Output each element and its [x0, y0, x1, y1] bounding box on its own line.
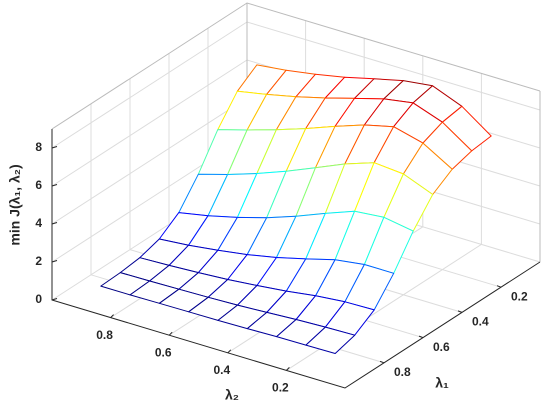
z-tick-label: 0: [35, 292, 42, 306]
z-tick: [51, 184, 58, 187]
z-tick-label: 8: [35, 140, 42, 154]
z-tick: [51, 298, 58, 301]
x-tick: [418, 335, 424, 339]
x-tick-label: 0.6: [433, 340, 450, 354]
y-tick: [227, 349, 232, 354]
y-tick: [168, 331, 173, 336]
z-tick: [51, 146, 58, 149]
y-tick: [286, 367, 290, 371]
y-tick-label: 0.6: [155, 345, 172, 359]
z-tick: [51, 260, 58, 263]
y-tick-label: 0.8: [96, 328, 113, 342]
z-tick-label: 6: [35, 178, 42, 192]
axis-line: [51, 129, 541, 389]
x-axis-label: λ₁: [435, 375, 449, 391]
x-tick: [496, 285, 502, 288]
x-tick: [379, 360, 385, 364]
x-tick-label: 0.4: [472, 315, 489, 329]
y-tick: [110, 314, 114, 318]
mesh-cell: [305, 326, 356, 354]
x-tick-label: 0.8: [394, 365, 411, 379]
z-tick-label: 2: [35, 254, 42, 268]
z-axis-label: min J(λ₁, λ₂): [7, 164, 23, 245]
y-tick-label: 0.4: [213, 363, 230, 377]
surface-mesh: [100, 64, 492, 354]
x-tick: [457, 310, 463, 313]
y-axis-label: λ₂: [225, 387, 239, 403]
x-tick-label: 0.2: [511, 289, 528, 303]
axis-labels: λ₁ λ₂ min J(λ₁, λ₂): [7, 164, 449, 402]
z-tick-label: 4: [35, 216, 42, 230]
z-tick: [51, 222, 58, 225]
y-tick-label: 0.2: [272, 381, 289, 395]
